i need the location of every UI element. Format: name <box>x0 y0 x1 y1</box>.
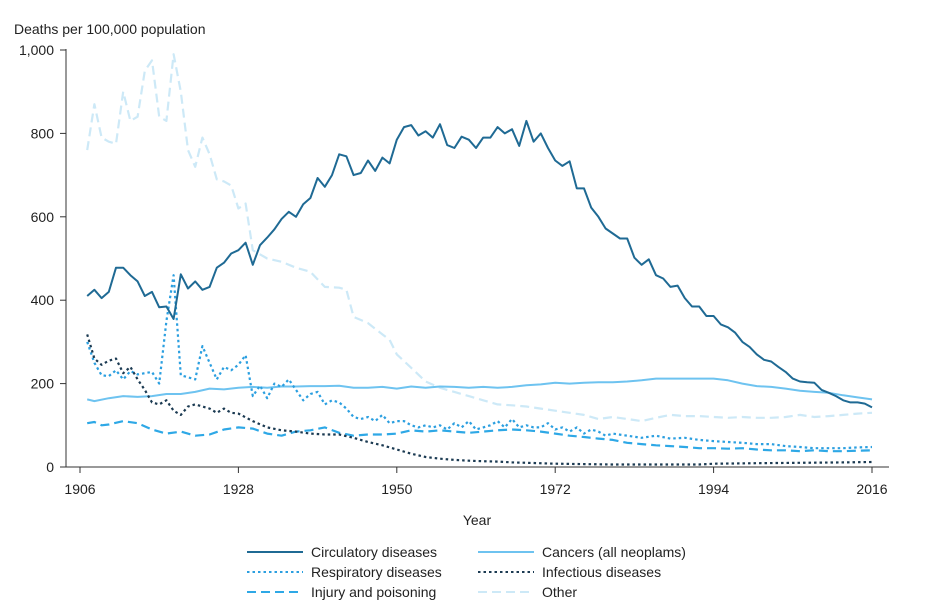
y-axis-ticks: 0 200 400 600 800 1,000 <box>19 42 66 475</box>
legend-label: Injury and poisoning <box>311 584 436 600</box>
legend-label: Circulatory diseases <box>311 544 437 560</box>
y-tick-label: 400 <box>31 292 55 308</box>
legend: Circulatory diseases Cancers (all neoplam… <box>247 544 686 600</box>
legend-label: Infectious diseases <box>542 564 661 580</box>
x-tick-label: 1950 <box>381 481 412 497</box>
series-line-circulatory-diseases <box>86 119 873 409</box>
legend-label: Cancers (all neoplams) <box>542 544 686 560</box>
y-tick-label: 600 <box>31 209 55 225</box>
series-line-injury-and-poisoning <box>87 420 873 453</box>
legend-label: Respiratory diseases <box>311 564 442 580</box>
series-line-infectious-diseases <box>86 334 873 466</box>
x-axis-title: Year <box>463 512 492 528</box>
x-tick-label: 1994 <box>698 481 729 497</box>
y-tick-label: 200 <box>31 376 55 392</box>
series-lines <box>86 53 873 466</box>
series-line-respiratory-diseases <box>86 274 873 450</box>
x-axis-ticks: 1906 1928 1950 1972 1994 2016 <box>64 467 888 497</box>
y-tick-label: 800 <box>31 125 55 141</box>
legend-label: Other <box>542 584 577 600</box>
x-tick-label: 1928 <box>223 481 254 497</box>
x-tick-label: 2016 <box>856 481 887 497</box>
series-line-cancers-all-neoplams <box>86 377 873 403</box>
series-line-other <box>86 53 873 423</box>
y-tick-label: 1,000 <box>19 42 54 58</box>
x-tick-label: 1972 <box>540 481 571 497</box>
x-tick-label: 1906 <box>64 481 95 497</box>
y-axis-title: Deaths per 100,000 population <box>14 21 205 37</box>
y-tick-label: 0 <box>46 459 54 475</box>
